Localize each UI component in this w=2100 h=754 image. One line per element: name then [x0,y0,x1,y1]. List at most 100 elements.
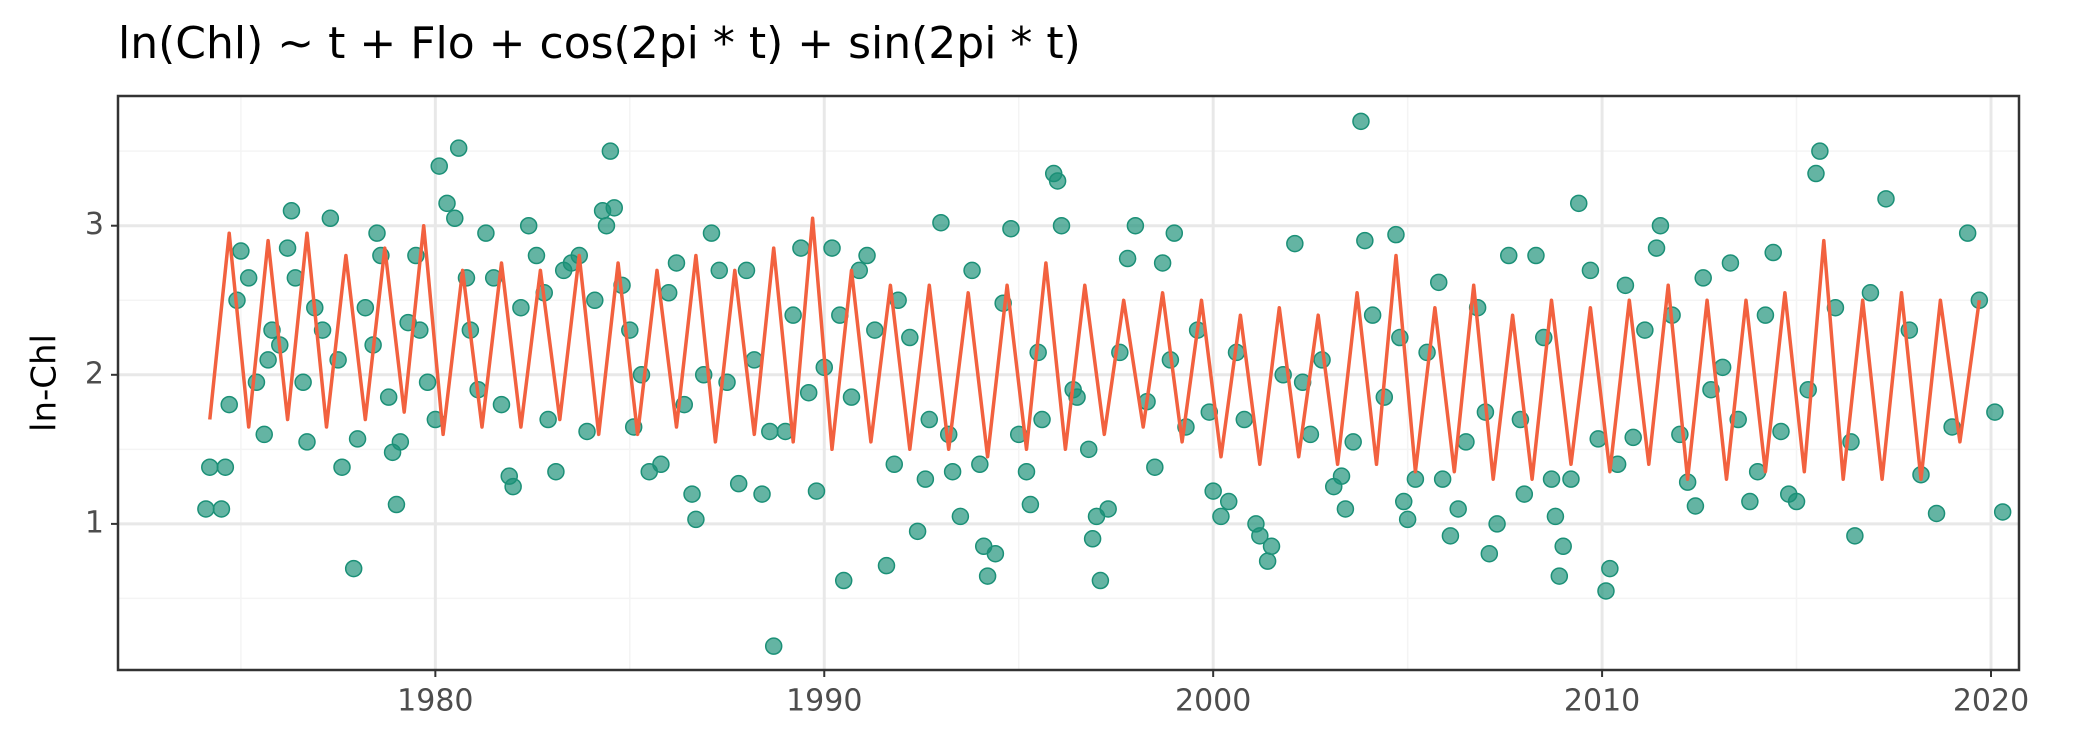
data-point [687,510,705,529]
data-point [885,455,904,474]
data-point [799,383,818,402]
y-tick-label: 3 [85,207,104,242]
data-point [1807,164,1825,183]
data-point [1153,254,1172,272]
data-point [255,425,273,444]
data-point [1554,537,1572,556]
data-point [1406,470,1425,488]
data-point [1079,440,1098,459]
y-axis-label: ln-Chl [25,334,65,432]
data-point [753,485,771,503]
data-point [1993,503,2012,521]
data-point [438,194,456,213]
data-point [586,291,604,310]
data-point [1826,298,1845,317]
data-point [737,261,756,280]
data-point [1126,216,1145,235]
data-point [1799,380,1817,399]
data-point [1562,470,1580,488]
data-point [1877,190,1895,208]
data-point [1212,507,1230,526]
data-point [201,458,219,476]
chart-title: ln(Chl) ~ t + Flo + cos(2pi * t) + sin(2… [118,18,1081,69]
data-point [908,522,927,541]
data-point [298,433,316,451]
data-point [792,239,810,257]
data-point [1647,239,1666,257]
data-point [1542,470,1561,488]
data-point [729,474,748,493]
data-point [1694,269,1712,287]
data-point [1251,527,1269,545]
x-tick-label: 2010 [1564,684,1640,719]
data-point [1772,422,1790,441]
data-point [1741,492,1759,511]
data-point [1344,433,1362,451]
data-point [683,485,701,503]
data-point [1861,284,1880,302]
data-point [278,239,297,257]
data-point [1048,172,1067,190]
data-point [807,482,826,500]
data-point [978,567,997,585]
data-point [1021,495,1040,514]
data-point [1527,246,1545,265]
data-point [1449,500,1467,518]
data-point [761,422,779,441]
data-point [1671,425,1689,444]
data-point [597,216,616,235]
data-point [858,246,876,265]
data-point [1418,343,1436,362]
data-point [418,373,437,392]
x-tick-label: 2000 [1175,684,1251,719]
data-point [1624,428,1642,447]
data-point [368,224,386,242]
data-point [578,422,596,441]
data-point [1052,216,1071,235]
data-point [216,458,235,476]
data-point [477,224,495,242]
data-point [877,556,896,575]
data-point [391,433,410,451]
data-point [220,395,238,414]
data-point [1332,467,1351,485]
data-point [1433,470,1452,488]
data-point [986,544,1005,563]
data-point [1301,425,1320,444]
data-point [333,458,351,476]
data-point [1488,515,1506,533]
data-point [632,366,651,384]
data-point [1099,500,1117,518]
data-point [1441,527,1460,545]
data-point [1499,246,1518,265]
data-point [1986,403,2004,421]
data-point [1515,485,1534,503]
data-point [963,261,981,280]
data-point [710,261,729,280]
data-point [1616,276,1635,295]
data-point [1713,358,1732,377]
data-point [1721,254,1740,272]
data-point [379,388,398,406]
data-point [1002,219,1020,238]
data-point [294,373,312,392]
data-point [1165,224,1184,242]
y-tick-label: 2 [85,356,104,391]
data-point [1787,492,1806,511]
data-point [667,254,686,272]
data-point [1258,552,1277,570]
data-point [344,559,363,578]
data-point [1083,530,1102,548]
data-point [239,269,258,287]
data-point [348,430,367,448]
data-point [259,351,277,369]
data-point [449,139,468,157]
data-point [1601,559,1619,578]
data-point [1927,504,1946,523]
data-point [1570,194,1588,213]
data-point [527,246,546,265]
x-tick-label: 1980 [397,684,473,719]
data-point [764,637,783,655]
data-point [916,470,935,488]
